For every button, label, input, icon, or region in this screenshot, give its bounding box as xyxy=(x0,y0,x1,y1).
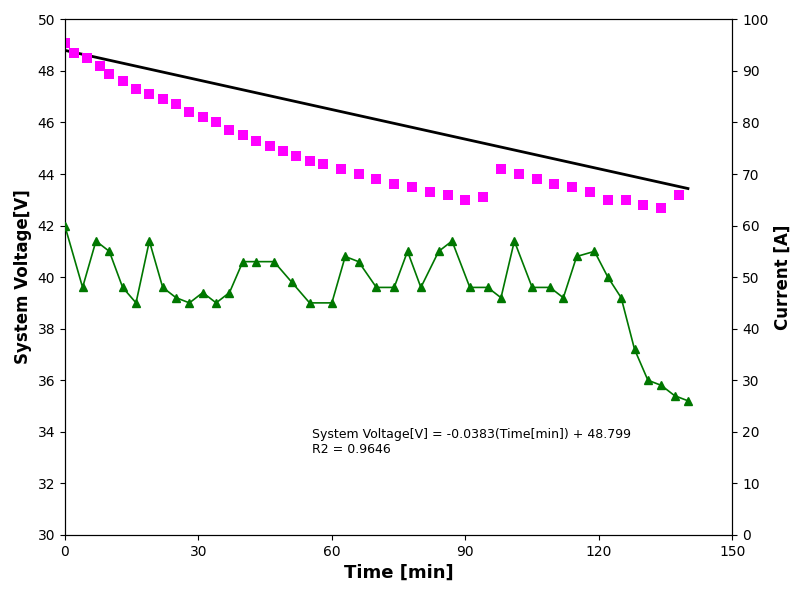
Text: System Voltage[V] = -0.0383(Time[min]) + 48.799
R2 = 0.9646: System Voltage[V] = -0.0383(Time[min]) +… xyxy=(312,428,631,456)
Point xyxy=(94,61,107,70)
Point xyxy=(566,182,579,192)
Point xyxy=(276,146,289,156)
Point xyxy=(352,169,365,179)
Point xyxy=(143,89,156,99)
Point xyxy=(548,179,561,189)
Point xyxy=(530,175,543,184)
Point xyxy=(210,117,222,127)
Point xyxy=(370,175,383,184)
Point xyxy=(672,190,685,200)
Point xyxy=(334,164,347,173)
Point xyxy=(388,179,401,189)
Point xyxy=(423,187,436,197)
Point xyxy=(495,164,508,173)
Point xyxy=(637,200,650,210)
Point xyxy=(130,84,143,94)
Y-axis label: Current [A]: Current [A] xyxy=(774,225,792,330)
Point xyxy=(81,53,93,63)
Point xyxy=(513,169,526,179)
Point xyxy=(183,107,196,117)
Point xyxy=(263,141,276,150)
Point xyxy=(584,187,596,197)
Point xyxy=(236,131,249,140)
Point xyxy=(654,203,667,212)
Point xyxy=(317,159,330,169)
Y-axis label: System Voltage[V]: System Voltage[V] xyxy=(14,190,32,365)
Point xyxy=(250,136,263,145)
Point xyxy=(197,113,210,122)
Point xyxy=(67,48,80,58)
Point xyxy=(116,76,129,86)
Point xyxy=(619,195,632,204)
Point xyxy=(156,95,169,104)
Point xyxy=(476,193,489,202)
Point xyxy=(601,195,614,204)
Point xyxy=(405,182,418,192)
Point xyxy=(223,125,236,135)
Point xyxy=(103,69,116,78)
Point xyxy=(169,100,182,109)
Point xyxy=(290,151,303,161)
Point xyxy=(58,38,71,47)
Point xyxy=(303,156,316,166)
X-axis label: Time [min]: Time [min] xyxy=(344,564,454,582)
Point xyxy=(459,195,472,204)
Point xyxy=(441,190,454,200)
